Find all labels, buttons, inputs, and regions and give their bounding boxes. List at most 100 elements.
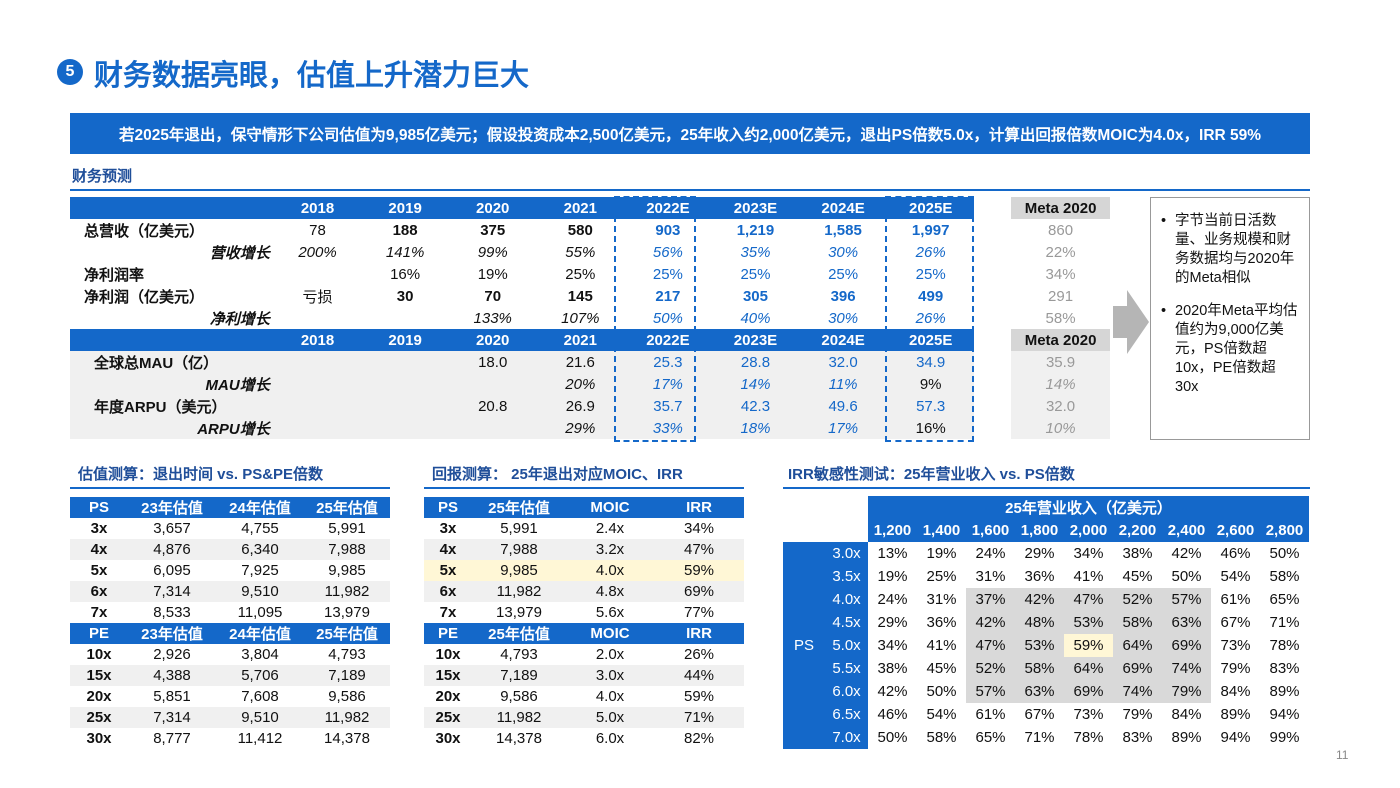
irr-cell: 78%	[1269, 637, 1300, 654]
value-cell: 70	[484, 287, 502, 305]
ps-row-header: 5.5x	[825, 657, 868, 680]
irr-cell: 64%	[1064, 657, 1113, 680]
page-title: 财务数据亮眼，估值上升潜力巨大	[94, 60, 530, 92]
column-header: PS	[70, 497, 128, 518]
forecast-row: ARPU增长 29% 33% 18% 17% 16% 10%	[70, 417, 1110, 439]
value-cell: 82%	[683, 730, 715, 747]
value-cell: 19%	[477, 265, 508, 283]
value-cell: 44%	[654, 665, 744, 686]
irr-cell: 45%	[1122, 568, 1153, 585]
multiple-cell: 30x	[435, 730, 461, 747]
year-header: 2020	[448, 329, 537, 351]
value-cell: 25%	[652, 265, 683, 283]
value-cell: 375	[480, 221, 506, 239]
irr-cell: 57%	[966, 680, 1015, 703]
bullet-icon: •	[1161, 213, 1167, 229]
row-label: 营收增长	[209, 244, 270, 262]
sensitivity-row: 5.0x 34% 41% 47% 53% 59% 64% 69% 73% 78%	[783, 634, 1309, 657]
value-cell: 69%	[654, 581, 744, 602]
multiple-cell: 3x	[439, 520, 457, 537]
value-cell: 33%	[624, 417, 712, 439]
table-header-row: PE 23年估值 24年估值 25年估值	[70, 623, 390, 644]
multiple-cell: 25x	[424, 707, 472, 728]
meta-value: 291	[1048, 287, 1074, 305]
irr-cell: 89%	[1171, 729, 1202, 746]
value-cell: 5.0x	[566, 707, 654, 728]
year-header: 2019	[361, 197, 449, 219]
irr-cell: 42%	[1015, 588, 1064, 611]
irr-cell: 46%	[1220, 545, 1251, 562]
value-cell: 11%	[799, 373, 887, 395]
meta-value: 860	[1048, 221, 1074, 239]
multiple-cell: 5x	[424, 560, 472, 581]
irr-cell: 58%	[1269, 568, 1300, 585]
table-row: 7x 13,979 5.6x 77%	[424, 602, 744, 623]
column-header: 24年估值	[216, 623, 304, 644]
table-row: 7x 8,533 11,095 13,979	[70, 602, 390, 623]
sensitivity-title-row: 25年营业收入（亿美元）	[783, 496, 1309, 519]
table-row: 5x 6,095 7,925 9,985	[70, 560, 390, 581]
revenue-axis-title: 25年营业收入（亿美元）	[868, 496, 1309, 519]
table-row: 5x 9,985 4.0x 59%	[424, 560, 744, 581]
returns-table: PS 25年估值 MOIC IRR 3x 5,991 2.4x 34% 4x 7,988 3.2x 4…	[424, 497, 744, 749]
value-cell: 107%	[561, 309, 600, 327]
irr-cell: 50%	[877, 729, 908, 746]
value-cell	[273, 373, 362, 395]
forecast-highlight-2022e	[614, 196, 696, 442]
value-cell: 11,095	[237, 604, 283, 621]
irr-cell: 83%	[1269, 660, 1300, 677]
revenue-column-header: 2,000	[1064, 519, 1113, 542]
spacer	[974, 395, 1012, 417]
irr-cell: 78%	[1073, 729, 1104, 746]
value-cell: 499	[918, 287, 944, 305]
multiple-cell: 15x	[70, 665, 128, 686]
table-row: 10x 2,926 3,804 4,793	[70, 644, 390, 665]
value-cell: 3,804	[241, 646, 279, 663]
table-row: 20x 5,851 7,608 9,586	[70, 686, 390, 707]
irr-sensitivity-table: 25年营业收入（亿美元） 1,200 1,400 1,600 1,800 2,000 2,2…	[783, 496, 1309, 749]
irr-cell: 94%	[1220, 729, 1251, 746]
value-cell: 34%	[683, 520, 715, 537]
valuation-divider	[70, 487, 390, 489]
bullet-icon: •	[1161, 303, 1167, 319]
value-cell	[273, 395, 362, 417]
table-row: 4x 7,988 3.2x 47%	[424, 539, 744, 560]
multiple-cell: 25x	[70, 707, 128, 728]
spacer	[974, 329, 1012, 351]
value-cell: 47%	[654, 539, 744, 560]
value-cell: 11,982	[472, 581, 566, 602]
value-cell: 217	[655, 287, 681, 305]
value-cell: 56%	[652, 243, 683, 261]
spacer	[974, 307, 1012, 329]
ps-row-header: 6.5x	[825, 703, 868, 726]
year-header: 2018	[273, 197, 362, 219]
sensitivity-row: 7.0x 50% 58% 65% 71% 78% 83% 89% 94% 99%	[783, 726, 1309, 749]
value-cell: 1,997	[911, 221, 950, 239]
ps-row-header: 5.0x	[825, 634, 868, 657]
row-label: 净利润率	[84, 266, 145, 284]
meta-value: 10%	[1011, 417, 1110, 439]
table-row: 10x 4,793 2.0x 26%	[424, 644, 744, 665]
value-cell: 34.9	[886, 351, 975, 373]
irr-cell: 53%	[1015, 634, 1064, 657]
note-item: • 2020年Meta平均估值约为9,000亿美元，PS倍数超10x，PE倍数超3…	[1161, 302, 1299, 397]
value-cell: 141%	[385, 243, 425, 261]
table-row: 6x 11,982 4.8x 69%	[424, 581, 744, 602]
column-header: 25年估值	[304, 497, 390, 518]
row-label: 总营收（亿美元）	[84, 222, 205, 240]
irr-cell: 74%	[1113, 680, 1162, 703]
year-header: 2024E	[799, 329, 887, 351]
value-cell	[448, 417, 537, 439]
forecast-divider	[70, 189, 1310, 191]
value-cell: 35%	[740, 243, 771, 261]
value-cell: 1,585	[824, 221, 862, 239]
value-cell: 77%	[683, 604, 715, 621]
meta-comparison-notes: • 字节当前日活数量、业务规模和财务数据均与2020年的Meta相似 • 2020年…	[1150, 197, 1310, 440]
irr-cell: 47%	[966, 634, 1015, 657]
value-cell: 3.2x	[566, 539, 654, 560]
table-header-row: PS 23年估值 24年估值 25年估值	[70, 497, 390, 518]
table-header-row: PS 25年估值 MOIC IRR	[424, 497, 744, 518]
table-row: 25x 7,314 9,510 11,982	[70, 707, 390, 728]
value-cell: 4.0x	[566, 560, 654, 581]
value-cell	[274, 263, 362, 285]
